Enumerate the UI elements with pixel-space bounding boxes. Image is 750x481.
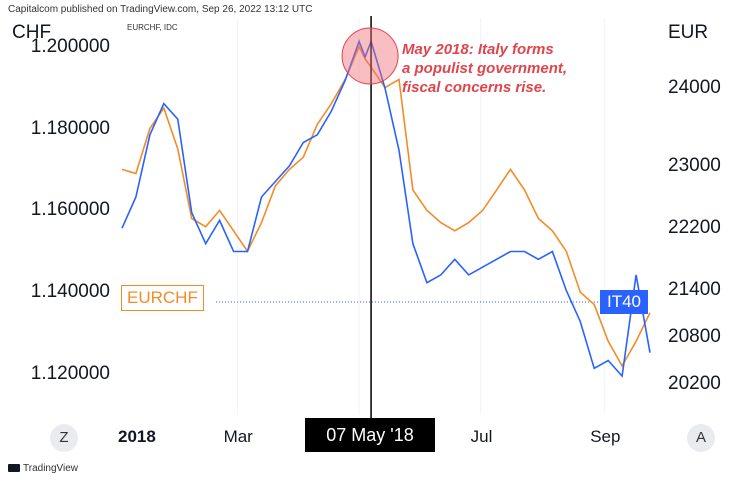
- tradingview-logo[interactable]: TradingView: [8, 463, 78, 474]
- left-y-tick: 1.120000: [30, 363, 110, 385]
- tradingview-logo-icon: [8, 464, 20, 472]
- left-y-tick: 1.160000: [30, 199, 110, 221]
- symbol-label: EURCHF, IDC: [127, 23, 178, 32]
- x-tick: Jul: [470, 427, 493, 446]
- left-axis-unit: CHF: [12, 22, 52, 43]
- right-y-tick: 21400: [668, 279, 721, 301]
- annotation-line-1: May 2018: Italy forms: [402, 41, 554, 58]
- publisher-caption: Capitalcom published on TradingView.com,…: [8, 4, 313, 15]
- highlight-circle: [341, 27, 399, 85]
- crosshair-date-label: 07 May '18: [305, 418, 435, 452]
- x-tick: Sep: [590, 427, 621, 446]
- series-line-it40: [121, 38, 651, 378]
- series-label-eurchf: EURCHF: [121, 285, 204, 311]
- left-y-tick: 1.140000: [30, 281, 110, 303]
- series-line-eurchf: [121, 44, 651, 368]
- left-y-tick: 1.180000: [30, 117, 110, 139]
- annotation-line-3: fiscal concerns rise.: [402, 79, 547, 96]
- annotation-text: May 2018: Italy forms a populist governm…: [402, 40, 567, 97]
- right-y-tick: 24000: [668, 77, 721, 99]
- right-y-tick: 23000: [668, 154, 721, 176]
- auto-scale-button[interactable]: A: [687, 424, 715, 452]
- right-y-tick: 20800: [668, 326, 721, 348]
- zoom-button[interactable]: Z: [50, 424, 78, 452]
- right-axis-unit: EUR: [668, 22, 709, 43]
- series-label-it40: IT40: [600, 290, 649, 314]
- x-tick: Mar: [223, 427, 253, 446]
- right-y-tick: 22200: [668, 217, 721, 239]
- left-y-tick: 1.200000: [30, 35, 110, 57]
- tradingview-brand-text: TradingView: [23, 463, 79, 474]
- chart-grid: [237, 18, 605, 415]
- x-tick: 2018: [118, 427, 156, 446]
- annotation-line-2: a populist government,: [402, 60, 568, 77]
- right-y-tick: 20200: [668, 372, 721, 394]
